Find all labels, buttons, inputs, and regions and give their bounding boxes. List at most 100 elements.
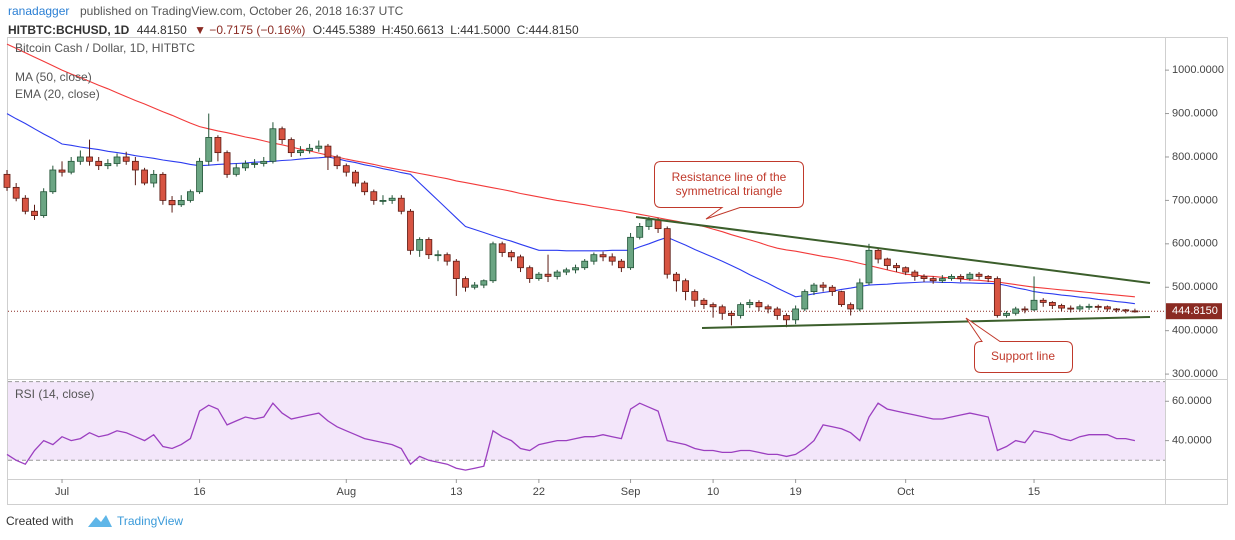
x-tick-label: 15 [1028, 486, 1040, 498]
candle-body [1058, 305, 1065, 309]
candle-body [1104, 306, 1111, 310]
rsi-tick-label: 40.0000 [1172, 435, 1212, 447]
candle-body [709, 304, 717, 308]
candle-body [397, 197, 405, 212]
candle-body [792, 308, 800, 321]
candle-body [40, 191, 48, 216]
logo-icon [88, 515, 112, 527]
candle-body [883, 258, 891, 266]
resistance-line [635, 216, 1151, 284]
candle-body [654, 219, 662, 230]
rsi-tick-label: 60.0000 [1172, 395, 1212, 407]
candle-body [324, 145, 332, 158]
candle-body [728, 312, 735, 316]
candle-body [251, 163, 258, 165]
x-tick-label: 22 [533, 486, 545, 498]
candle-body [205, 137, 213, 162]
candle-body [1131, 310, 1139, 313]
candle-body [462, 278, 469, 288]
candle-body [159, 173, 167, 201]
candle-body [452, 260, 460, 279]
candle-body [572, 267, 579, 271]
candle-body [627, 236, 634, 269]
candle-body [847, 304, 855, 310]
resistance-label: symmetrical triangle [676, 184, 783, 198]
candle-body [535, 273, 543, 279]
footer-brand[interactable]: TradingView [117, 514, 183, 528]
candle-body [242, 163, 249, 169]
rsi-pane: 40.0000 60.0000 [6, 381, 1212, 471]
candle-body [214, 137, 222, 154]
y-tick-label: 500.0000 [1172, 281, 1218, 293]
open: O:445.5389 [313, 23, 376, 37]
ma-line [6, 113, 1135, 305]
candle-body [517, 256, 524, 269]
candle-body [306, 147, 314, 151]
candle-body [957, 275, 965, 279]
candle-body [856, 282, 864, 310]
candle-body [691, 291, 699, 301]
candle-body [297, 150, 304, 154]
candle-body [773, 308, 781, 316]
y-tick-label: 400.0000 [1172, 325, 1218, 337]
candle-body [673, 273, 680, 282]
candle-body [865, 249, 873, 284]
candle-body [342, 165, 350, 173]
candle-body [718, 306, 726, 314]
candle-body [352, 171, 359, 184]
candle-body [526, 267, 534, 279]
candle-body [131, 160, 139, 171]
candle-body [260, 160, 268, 164]
support-callout [965, 317, 1073, 373]
candle-body [993, 278, 1001, 316]
change: ▼ −0.7175 (−0.16%) [194, 23, 305, 37]
candle-body [315, 145, 323, 149]
candle-body [608, 256, 616, 262]
candle-body [333, 156, 341, 167]
x-tick-label: 13 [450, 486, 462, 498]
x-tick-label: Sep [621, 486, 641, 498]
candle-body [920, 275, 928, 279]
y-tick-label: 300.0000 [1172, 368, 1218, 380]
author[interactable]: ranadagger [8, 4, 69, 18]
candle-body [76, 156, 84, 162]
candle-body [929, 278, 937, 282]
candle-body [663, 228, 671, 275]
candle-body [874, 249, 882, 260]
candle-body [746, 302, 754, 306]
legend-entry: MA (50, close) [15, 70, 92, 84]
low: L:441.5000 [450, 23, 510, 37]
candle-body [938, 278, 946, 282]
resistance-label: Resistance line of the [672, 170, 787, 184]
candle-body [480, 280, 488, 286]
x-tick-label: 10 [707, 486, 719, 498]
candle-body [544, 273, 552, 277]
candle-body [984, 275, 992, 279]
candle-body [1085, 305, 1093, 308]
candle-body [186, 191, 194, 201]
candle-body [737, 304, 744, 316]
candle-body [388, 197, 396, 201]
candle-body [682, 280, 689, 292]
close: C:444.8150 [517, 23, 579, 37]
ma-line [6, 43, 1135, 298]
candle-body [150, 173, 158, 184]
frame [7, 37, 1228, 505]
tradingview-logo[interactable]: TradingView [88, 514, 183, 528]
candle-body [379, 200, 387, 202]
candle-body [434, 254, 442, 257]
candle-body [269, 128, 277, 162]
candle-body [1048, 302, 1056, 306]
candle-body [562, 269, 570, 273]
candle-body [489, 243, 497, 282]
candle-body [902, 267, 910, 273]
candle-body [104, 163, 112, 167]
rsi-legend: RSI (14, close) [15, 387, 94, 401]
candle-body [12, 186, 20, 199]
candle-body [471, 284, 479, 288]
y-tick-label: 800.0000 [1172, 151, 1218, 163]
candle-body [498, 243, 506, 253]
candle-body [168, 200, 176, 206]
footer-text: Created with [6, 514, 73, 528]
